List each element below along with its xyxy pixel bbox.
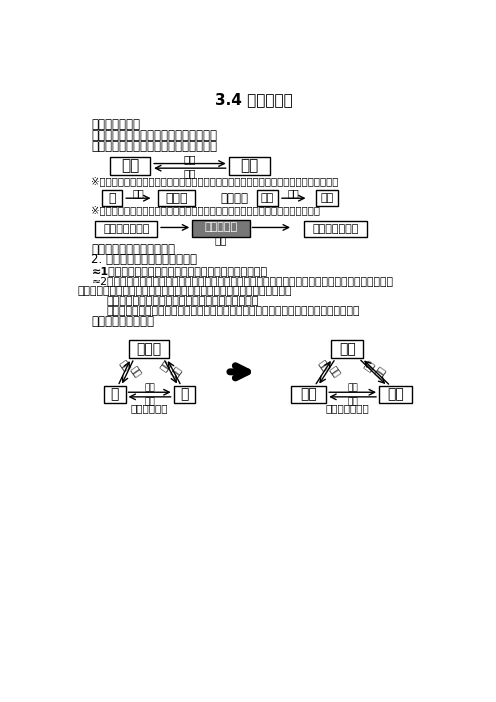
FancyBboxPatch shape <box>110 157 150 175</box>
FancyBboxPatch shape <box>102 190 123 206</box>
Text: 三、物质的三态联系: 三、物质的三态联系 <box>91 315 154 328</box>
Text: 汽化: 汽化 <box>117 359 130 373</box>
Text: 凝华: 凝华 <box>184 168 196 178</box>
Text: 升华: 升华 <box>184 154 196 164</box>
Text: 气态: 气态 <box>339 342 356 356</box>
Text: 凝固: 凝固 <box>347 383 358 392</box>
Text: 冰: 冰 <box>180 388 188 402</box>
Text: 二、升华吸热，凝华放热。: 二、升华吸热，凝华放热。 <box>91 242 176 256</box>
Text: 升华: 升华 <box>160 359 173 373</box>
Text: 2. 升华吸热，凝华放热的应用：: 2. 升华吸热，凝华放热的应用： <box>91 253 197 266</box>
Text: 因态: 因态 <box>121 159 139 173</box>
Text: 燕化: 燕化 <box>347 397 358 406</box>
Text: 一、升华和凝华: 一、升华和凝华 <box>91 118 140 131</box>
Text: 升华：物质从因态直接变为气态的过程。: 升华：物质从因态直接变为气态的过程。 <box>91 129 217 143</box>
Text: 水: 水 <box>111 388 119 402</box>
Text: 物质的三态联系: 物质的三态联系 <box>325 404 369 413</box>
Text: 凝华: 凝华 <box>374 365 388 379</box>
Text: 空气中的水蜂气: 空气中的水蜂气 <box>103 224 149 234</box>
Text: 升华: 升华 <box>132 188 144 198</box>
Text: 凝固: 凝固 <box>144 383 155 392</box>
FancyBboxPatch shape <box>229 157 270 175</box>
Text: 雾松、冰花、霜: 雾松、冰花、霜 <box>312 224 359 234</box>
Text: 回答：因态二氧化碳，升华；空气中水蜂气，液化。: 回答：因态二氧化碳，升华；空气中水蜂气，液化。 <box>107 296 259 306</box>
Text: 升华: 升华 <box>363 359 377 373</box>
FancyBboxPatch shape <box>379 386 412 403</box>
Text: 因态: 因态 <box>387 388 404 402</box>
Text: 温度很低时: 温度很低时 <box>204 223 238 232</box>
Text: 3.4 升华和凝华: 3.4 升华和凝华 <box>215 92 293 107</box>
FancyBboxPatch shape <box>95 220 157 237</box>
FancyBboxPatch shape <box>104 386 125 403</box>
FancyBboxPatch shape <box>291 386 326 403</box>
FancyBboxPatch shape <box>304 220 368 237</box>
FancyBboxPatch shape <box>192 220 249 237</box>
Text: 液化: 液化 <box>128 365 142 379</box>
Text: 水蜂气: 水蜂气 <box>136 342 161 356</box>
Text: 凝华：物质从气态直接变为因态的过程。: 凝华：物质从气态直接变为因态的过程。 <box>91 140 217 153</box>
Text: ※在严寒的冬天，冰冻的衣服也会晒干；放在衣厨内的樟脑丸越来越小，最后「消失」了。: ※在严寒的冬天，冰冻的衣服也会晒干；放在衣厨内的樟脑丸越来越小，最后「消失」了。 <box>91 176 339 186</box>
Text: 解析：因态二氧化碳升华吸收热量，造成温度降低，从而导致空气中的水蜂气发生液化。: 解析：因态二氧化碳升华吸收热量，造成温度降低，从而导致空气中的水蜂气发生液化。 <box>107 306 361 317</box>
Text: 因态: 因态 <box>261 193 274 203</box>
FancyBboxPatch shape <box>174 386 195 403</box>
Text: 液态: 液态 <box>300 388 317 402</box>
Text: 气态: 气态 <box>320 193 334 203</box>
FancyBboxPatch shape <box>316 190 338 206</box>
Text: 气态: 气态 <box>241 159 259 173</box>
Text: ≈2人工降雨：人们从陆地向云层发射干冰（因态二氧化碳）或从飞机上向云层撒干冰，从而达到降雨的: ≈2人工降雨：人们从陆地向云层发射干冰（因态二氧化碳）或从飞机上向云层撒干冰，从… <box>91 277 393 286</box>
FancyBboxPatch shape <box>331 340 364 358</box>
Text: 樟脑丸：: 樟脑丸： <box>221 192 249 205</box>
Text: 燕化: 燕化 <box>144 397 155 406</box>
Text: 升华: 升华 <box>288 188 300 198</box>
FancyBboxPatch shape <box>128 340 169 358</box>
Text: ※树枝上的雾松、玻璃上的冰花、霜的形成过程中什么物质发生了怎样的物态变化？: ※树枝上的雾松、玻璃上的冰花、霜的形成过程中什么物质发生了怎样的物态变化？ <box>91 206 320 216</box>
Text: 目的。这一实例中包括几种物质的状态发生了变化？分别是什么物态变化？: 目的。这一实例中包括几种物质的状态发生了变化？分别是什么物态变化？ <box>77 286 292 296</box>
Text: 汽化: 汽化 <box>316 359 329 373</box>
FancyBboxPatch shape <box>158 190 195 206</box>
Text: 凝华: 凝华 <box>215 234 227 245</box>
FancyBboxPatch shape <box>256 190 278 206</box>
Text: 冰: 冰 <box>109 192 116 205</box>
Text: 凝华: 凝华 <box>170 365 184 379</box>
Text: 水蜂气: 水蜂气 <box>166 192 188 205</box>
Text: 水的三态联系: 水的三态联系 <box>130 404 168 413</box>
Text: 液化: 液化 <box>328 365 341 379</box>
Text: ≈1用久了的灯泡的灯丝（镰）会变细，灯泡内壁会变黑。: ≈1用久了的灯泡的灯丝（镰）会变细，灯泡内壁会变黑。 <box>91 265 267 276</box>
